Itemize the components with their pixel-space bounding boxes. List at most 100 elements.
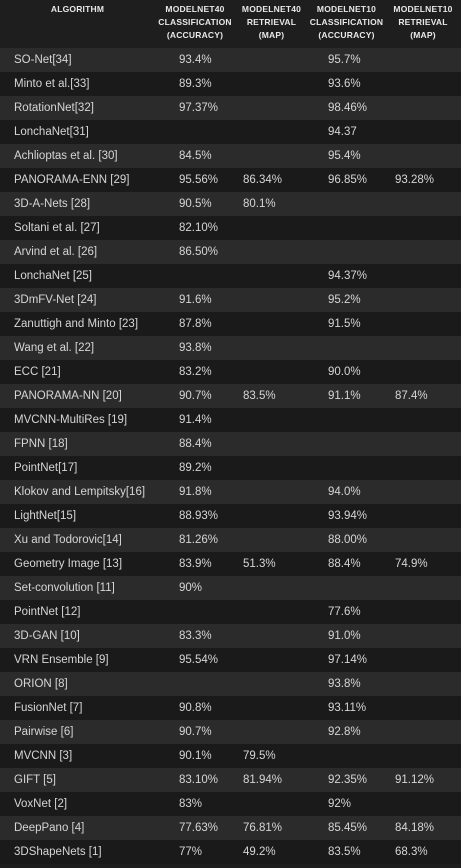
table-row: PointNet [12] 77.6% [0, 600, 461, 624]
table-row: LonchaNet[31] 94.37 [0, 120, 461, 144]
cell-algorithm: RotationNet[32] [14, 102, 94, 114]
cell-algorithm: Pairwise [6] [14, 726, 74, 738]
table-row: Set-convolution [11] 90% [0, 576, 461, 600]
cell-modelnet10-classification: 83.5% [328, 846, 361, 858]
cell-algorithm: FPNN [18] [14, 438, 68, 450]
cell-algorithm: LonchaNet[31] [14, 126, 89, 138]
cell-modelnet40-classification: 83.10% [179, 774, 219, 786]
table-row: MVCNN-MultiRes [19] 91.4% [0, 408, 461, 432]
table-row: LonchaNet [25] 94.37% [0, 264, 461, 288]
table-row: PointNet[17] 89.2% [0, 456, 461, 480]
cell-modelnet40-classification: 77% [179, 846, 203, 858]
cell-algorithm: Zanuttigh and Minto [23] [14, 318, 139, 330]
cell-modelnet10-classification: 97.14% [328, 654, 368, 666]
cell-modelnet40-classification: 81.26% [179, 534, 219, 546]
cell-modelnet40-classification: 86.50% [179, 246, 219, 258]
table-row: PANORAMA-ENN [29] 95.56% 86.34% 96.85% 93.28… [0, 168, 461, 192]
cell-algorithm: DeepPano [4] [14, 822, 85, 834]
cell-algorithm: LightNet[15] [14, 510, 77, 522]
cell-algorithm: 3D-A-Nets [28] [14, 198, 91, 210]
cell-algorithm: Minto et al.[33] [14, 78, 90, 90]
cell-algorithm: FusionNet [7] [14, 702, 83, 714]
cell-modelnet40-classification: 83.2% [179, 366, 212, 378]
table-row: ECC [21] 83.2% 90.0% [0, 360, 461, 384]
header-modelnet10-retrieval: MODELNET10 RETRIEVAL (MAP) [393, 4, 453, 40]
cell-modelnet40-retrieval: 80.1% [243, 198, 276, 210]
cell-modelnet40-retrieval: 76.81% [243, 822, 283, 834]
cell-modelnet10-classification: 88.00% [328, 534, 368, 546]
cell-modelnet40-classification: 97.37% [179, 102, 219, 114]
cell-modelnet40-classification: 90.7% [179, 726, 212, 738]
cell-modelnet10-retrieval: 74.9% [395, 558, 428, 570]
cell-algorithm: PANORAMA-ENN [29] [14, 174, 130, 186]
cell-algorithm: Geometry Image [13] [14, 558, 123, 570]
cell-modelnet10-retrieval: 91.12% [395, 774, 435, 786]
cell-modelnet40-classification: 91.6% [179, 294, 212, 306]
cell-modelnet40-classification: 89.3% [179, 78, 212, 90]
table-row: GIFT [5] 83.10% 81.94% 92.35% 91.12% [0, 768, 461, 792]
cell-modelnet10-retrieval: 93.28% [395, 174, 435, 186]
cell-algorithm: Soltani et al. [27] [14, 222, 100, 234]
cell-modelnet10-classification: 95.2% [328, 294, 361, 306]
cell-modelnet10-classification: 92.35% [328, 774, 368, 786]
cell-algorithm: MVCNN [3] [14, 750, 73, 762]
cell-modelnet10-classification: 94.37% [328, 270, 368, 282]
cell-modelnet40-classification: 87.8% [179, 318, 212, 330]
table-row: Minto et al.[33] 89.3% 93.6% [0, 72, 461, 96]
cell-modelnet40-retrieval: 83.5% [243, 390, 276, 402]
cell-algorithm: PointNet [12] [14, 606, 81, 618]
table-row: VRN Ensemble [9] 95.54% 97.14% [0, 648, 461, 672]
table-row: MVCNN [3] 90.1% 79.5% [0, 744, 461, 768]
cell-algorithm: Set-convolution [11] [14, 582, 115, 594]
cell-modelnet40-classification: 95.56% [179, 174, 219, 186]
cell-modelnet10-retrieval: 87.4% [395, 390, 428, 402]
table-row: RotationNet[32] 97.37% 98.46% [0, 96, 461, 120]
cell-modelnet10-classification: 94.37 [328, 126, 357, 138]
cell-modelnet40-classification: 89.2% [179, 462, 212, 474]
cell-modelnet10-classification: 91.1% [328, 390, 361, 402]
table-row: Soltani et al. [27] 82.10% [0, 216, 461, 240]
cell-modelnet40-retrieval: 81.94% [243, 774, 283, 786]
cell-algorithm: LonchaNet [25] [14, 270, 93, 282]
cell-algorithm: 3DmFV-Net [24] [14, 294, 97, 306]
cell-modelnet40-classification: 88.4% [179, 438, 212, 450]
cell-modelnet40-classification: 90.7% [179, 390, 212, 402]
cell-algorithm: Xu and Todorovic[14] [14, 534, 122, 546]
cell-algorithm: 3DShapeNets [1] [14, 846, 102, 858]
cell-modelnet10-retrieval: 68.3% [395, 846, 428, 858]
cell-modelnet10-classification: 92.8% [328, 726, 361, 738]
cell-modelnet10-classification: 93.11% [328, 702, 367, 714]
cell-modelnet10-classification: 93.6% [328, 78, 361, 90]
table-row: Pairwise [6] 90.7% 92.8% [0, 720, 461, 744]
cell-modelnet40-retrieval: 79.5% [243, 750, 276, 762]
table-row: Zanuttigh and Minto [23] 87.8% 91.5% [0, 312, 461, 336]
cell-modelnet40-classification: 83% [179, 798, 203, 810]
cell-modelnet40-classification: 95.54% [179, 654, 219, 666]
cell-modelnet10-classification: 85.45% [328, 822, 368, 834]
cell-modelnet40-classification: 83.3% [179, 630, 212, 642]
cell-modelnet40-classification: 90.8% [179, 702, 212, 714]
table-row: 3DmFV-Net [24] 91.6% 95.2% [0, 288, 461, 312]
table-row: LightNet[15] 88.93% 93.94% [0, 504, 461, 528]
cell-modelnet10-classification: 94.0% [328, 486, 361, 498]
cell-modelnet10-classification: 98.46% [328, 102, 368, 114]
table-row: Geometry Image [13] 83.9% 51.3% 88.4% 74.9% [0, 552, 461, 576]
table-header: ALGORITHM MODELNET40 CLASSIFICATION (ACC… [0, 0, 461, 48]
table-row: DeepPano [4] 77.63% 76.81% 85.45% 84.18% [0, 816, 461, 840]
cell-algorithm: PointNet[17] [14, 462, 78, 474]
cell-modelnet40-classification: 84.5% [179, 150, 212, 162]
table-row: Xu and Todorovic[14] 81.26% 88.00% [0, 528, 461, 552]
cell-modelnet10-classification: 92% [328, 798, 352, 810]
cell-algorithm: Klokov and Lempitsky[16] [14, 486, 146, 498]
cell-algorithm: ECC [21] [14, 366, 61, 378]
table-row: 3D-A-Nets [28] 90.5% 80.1% [0, 192, 461, 216]
table-row: Wang et al. [22] 93.8% [0, 336, 461, 360]
cell-modelnet10-classification: 77.6% [328, 606, 361, 618]
cell-algorithm: MVCNN-MultiRes [19] [14, 414, 128, 426]
table-row: Achlioptas et al. [30] 84.5% 95.4% [0, 144, 461, 168]
cell-modelnet40-classification: 93.8% [179, 342, 212, 354]
cell-modelnet40-classification: 90% [179, 582, 203, 594]
cell-modelnet40-classification: 88.93% [179, 510, 219, 522]
cell-algorithm: 3D-GAN [10] [14, 630, 80, 642]
